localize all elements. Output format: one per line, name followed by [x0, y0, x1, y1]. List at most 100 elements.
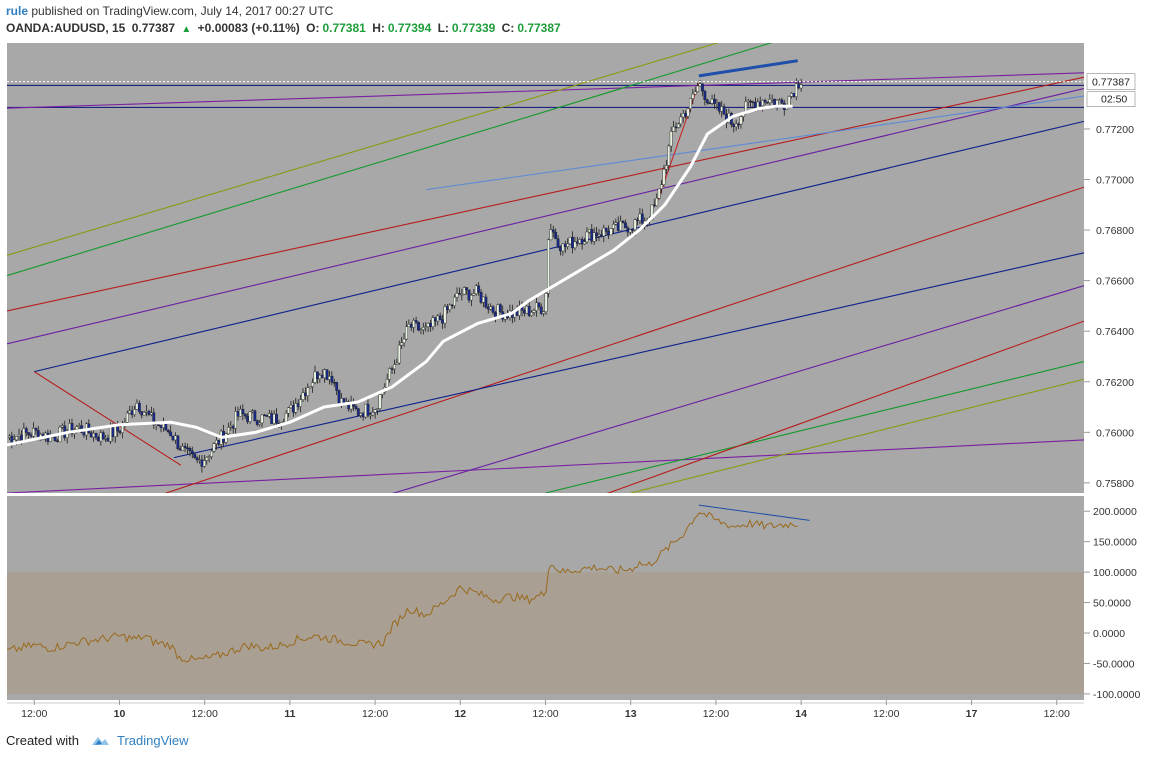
candle-body — [441, 319, 444, 324]
candle-body — [479, 292, 483, 303]
price-tick-label: 0.76000 — [1096, 427, 1134, 439]
candle-body — [713, 98, 716, 104]
symbol-line: OANDA:AUDUSD, 15 0.77387 ▲ +0.00083 (+0.… — [6, 21, 564, 35]
candle-body — [797, 83, 801, 89]
candle-body — [239, 409, 242, 417]
candle-body — [571, 237, 574, 249]
candle-body — [241, 409, 245, 415]
candle-body — [130, 410, 134, 415]
candle-body — [354, 405, 358, 409]
candle-body — [585, 231, 589, 243]
candle-body — [166, 430, 170, 433]
candle-body — [580, 239, 584, 245]
candle-body — [599, 234, 603, 237]
candle-body — [674, 126, 678, 129]
published-text: published on TradingView.com, July 14, 2… — [31, 4, 334, 18]
low-value: 0.77339 — [451, 21, 496, 35]
candle-body — [672, 126, 675, 132]
candle-body — [236, 411, 240, 417]
high-label: H: — [372, 21, 385, 35]
candle-body — [785, 107, 789, 110]
candle-body — [186, 447, 189, 450]
candle-body — [739, 116, 743, 125]
price-tick-label: 0.77200 — [1096, 124, 1134, 136]
candle-body — [669, 131, 673, 147]
candle-body — [734, 123, 738, 127]
candle-body — [426, 323, 430, 327]
time-axis[interactable]: 12:00 10 12:00 11 12:00 12 12:00 13 12:00 14 12:00… — [7, 700, 1084, 720]
candle-body — [82, 432, 86, 436]
author-name[interactable]: rule — [6, 4, 29, 18]
candle-body — [746, 100, 750, 103]
candle-body — [371, 412, 375, 416]
candle-body — [137, 403, 141, 412]
candle-body — [491, 306, 495, 313]
candle-body — [624, 222, 627, 229]
candle-body — [210, 450, 213, 457]
candle-body — [289, 405, 293, 408]
candle-body — [296, 403, 300, 407]
candle-body — [301, 392, 305, 400]
price-tick-label: 0.76600 — [1096, 276, 1134, 288]
trend-line — [392, 285, 1084, 493]
candle-body — [251, 410, 254, 413]
candle-body — [29, 434, 33, 437]
candle-body — [633, 219, 637, 230]
candle-body — [325, 369, 329, 380]
candle-body — [311, 382, 315, 387]
candle-body — [592, 232, 596, 242]
price-tick-label: 0.76400 — [1096, 326, 1134, 338]
publish-line: rule published on TradingView.com, July … — [6, 4, 333, 18]
candle-body — [638, 213, 642, 221]
time-tick-label: 14 — [795, 708, 807, 720]
osc-tick-label: 150.0000 — [1093, 537, 1137, 549]
trend-line — [7, 43, 719, 256]
candle-body — [790, 93, 793, 97]
tradingview-brand[interactable]: TradingView — [116, 733, 189, 748]
candle-body — [489, 306, 493, 310]
candle-body — [188, 448, 192, 452]
time-tick-label: 12:00 — [1044, 708, 1070, 720]
candle-body — [17, 434, 21, 437]
price-tick-label: 0.75800 — [1096, 478, 1134, 490]
candle-body — [527, 306, 531, 316]
candle-body — [628, 229, 632, 233]
candle-body — [183, 445, 187, 449]
candle-body — [77, 425, 81, 427]
candle-body — [720, 106, 724, 112]
tradingview-logo-icon — [91, 736, 109, 745]
candle-body — [92, 432, 96, 438]
candle-body — [607, 231, 611, 236]
close-label: C: — [501, 21, 515, 35]
candle-body — [761, 99, 765, 107]
candle-body — [566, 243, 570, 248]
candle-body — [583, 241, 586, 245]
candle-body — [662, 169, 666, 185]
candle-body — [698, 83, 702, 87]
candle-body — [498, 304, 502, 312]
candle-body — [284, 413, 288, 423]
price-axis[interactable]: 0.77200 0.77000 0.76800 0.76600 0.76400 0.762… — [1084, 124, 1134, 490]
candle-body — [563, 243, 567, 248]
candle-body — [181, 445, 185, 451]
oscillator-axis[interactable]: 200.0000 150.0000 100.0000 50.0000 0.0000 -50… — [1084, 506, 1140, 701]
candle-body — [696, 85, 700, 92]
candle-body — [775, 100, 779, 106]
candle-body — [455, 293, 459, 298]
candle-body — [484, 296, 488, 308]
trend-line — [7, 439, 1084, 493]
candle-body — [267, 413, 271, 417]
cci-line — [7, 511, 798, 663]
candle-body — [547, 239, 550, 294]
countdown-tag — [1086, 91, 1136, 107]
candle-body — [667, 145, 671, 166]
candle-body — [378, 394, 382, 409]
candle-body — [559, 247, 562, 252]
price-pane[interactable] — [7, 43, 1084, 493]
candle-body — [794, 83, 798, 97]
candle-body — [400, 342, 404, 346]
candle-body — [147, 410, 151, 415]
candle-body — [652, 204, 656, 207]
candle-body — [409, 324, 413, 328]
